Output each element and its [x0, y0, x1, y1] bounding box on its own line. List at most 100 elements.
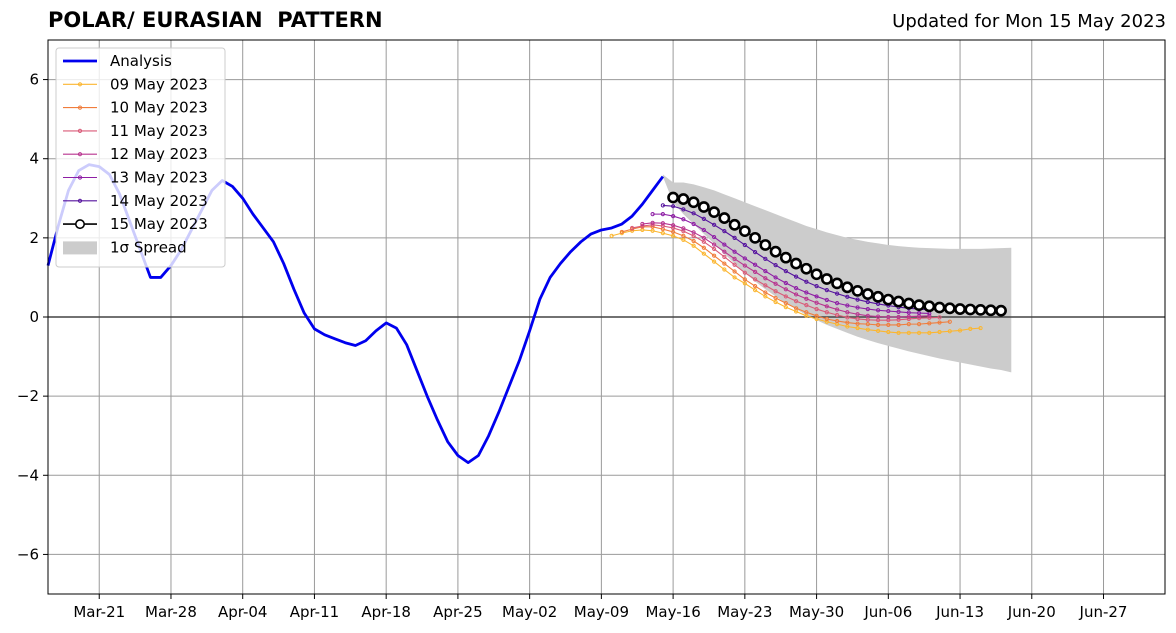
- forecast-marker: [752, 277, 758, 282]
- forecast-marker: [793, 306, 799, 311]
- forecast-marker: [752, 284, 758, 289]
- forecast-marker: [650, 212, 655, 217]
- forecast-marker: [834, 301, 840, 306]
- forecast-marker: [957, 328, 963, 333]
- forecast-marker: [773, 295, 778, 301]
- forecast-marker: [865, 299, 870, 305]
- forecast-marker: [927, 321, 932, 326]
- forecast-line: [632, 224, 940, 321]
- forecast-marker: [824, 304, 829, 309]
- forecast-marker: [943, 302, 956, 315]
- forecast-marker: [804, 296, 809, 301]
- forecast-marker: [892, 295, 905, 308]
- forecast-marker: [708, 206, 721, 219]
- forecast-marker: [718, 212, 731, 224]
- forecast-marker: [773, 281, 778, 286]
- forecast-marker: [732, 235, 737, 240]
- forecast-marker: [927, 313, 932, 318]
- forecast-marker: [916, 330, 922, 335]
- legend-label: 10 May 2023: [110, 99, 208, 117]
- forecast-marker: [691, 221, 696, 227]
- forecast-marker: [783, 301, 788, 306]
- forecast-marker: [701, 216, 706, 221]
- forecast-marker: [995, 304, 1007, 317]
- forecast-marker: [906, 316, 911, 322]
- x-tick-label: Apr-25: [433, 603, 483, 621]
- x-tick-label: Mar-21: [73, 603, 125, 621]
- forecast-marker: [804, 303, 809, 308]
- series-layer: [46, 163, 1007, 465]
- chart-title: POLAR/ EURASIAN PATTERN: [48, 8, 383, 32]
- forecast-marker: [906, 322, 911, 327]
- legend-marker: [77, 198, 83, 203]
- forecast-marker: [722, 242, 727, 247]
- forecast-marker: [855, 321, 860, 326]
- forecast-marker: [712, 246, 717, 252]
- forecast-marker: [701, 235, 706, 240]
- forecast-marker: [896, 314, 901, 320]
- legend-label: Analysis: [110, 52, 172, 70]
- forecast-marker: [728, 218, 741, 231]
- forecast-marker: [947, 319, 952, 324]
- forecast-marker: [855, 305, 860, 310]
- forecast-marker: [722, 254, 727, 259]
- forecast-marker: [752, 262, 758, 267]
- forecast-marker: [845, 303, 850, 308]
- x-tick-label: Jun-06: [863, 603, 912, 621]
- forecast-marker: [793, 292, 799, 297]
- forecast-marker: [742, 256, 747, 261]
- forecast-marker: [814, 300, 819, 305]
- forecast-marker: [845, 324, 850, 329]
- forecast-marker: [691, 211, 696, 216]
- forecast-marker: [640, 221, 645, 227]
- forecast-marker: [814, 306, 819, 312]
- forecast-marker: [800, 262, 813, 275]
- forecast-marker: [732, 256, 737, 261]
- forecast-marker: [947, 329, 952, 334]
- x-tick-label: Jun-20: [1007, 603, 1056, 621]
- forecast-marker: [697, 201, 710, 213]
- legend-marker: [77, 105, 83, 110]
- x-tick-label: Mar-28: [145, 603, 197, 621]
- forecast-marker: [742, 270, 747, 275]
- forecast-marker: [742, 281, 747, 286]
- forecast-marker: [916, 310, 922, 316]
- forecast-marker: [845, 315, 850, 320]
- forecast-marker: [902, 297, 915, 310]
- forecast-marker: [865, 306, 870, 312]
- y-tick-label: −6: [17, 545, 39, 563]
- forecast-marker: [872, 290, 884, 303]
- forecast-marker: [732, 269, 737, 274]
- forecast-marker: [691, 243, 696, 248]
- forecast-marker: [865, 317, 870, 322]
- forecast-marker: [779, 251, 792, 264]
- forecast-marker: [691, 238, 696, 244]
- forecast-marker: [886, 329, 891, 335]
- forecast-marker: [834, 307, 840, 312]
- forecast-marker: [855, 316, 860, 322]
- y-tick-label: 0: [29, 308, 39, 326]
- forecast-marker: [865, 327, 870, 332]
- forecast-marker: [763, 276, 768, 281]
- spread-band: [662, 174, 1012, 373]
- forecast-marker: [681, 233, 686, 238]
- forecast-marker: [722, 249, 727, 254]
- forecast-marker: [722, 261, 727, 266]
- forecast-marker: [671, 213, 676, 219]
- forecast-line: [611, 229, 981, 334]
- forecast-marker: [814, 313, 819, 318]
- axis-ticks: −6 −4 −2 0 2 4 6 Mar-21 Mar-28 Apr-04 Apr-11 Apr-18…: [17, 71, 1128, 621]
- legend-marker: [77, 175, 83, 180]
- forecast-marker: [677, 193, 690, 205]
- forecast-marker: [793, 286, 799, 291]
- forecast-marker: [861, 288, 874, 300]
- forecast-marker: [855, 312, 860, 317]
- forecast-marker: [974, 303, 987, 316]
- forecast-marker: [831, 277, 843, 290]
- forecast-marker: [667, 191, 680, 204]
- forecast-marker: [964, 303, 977, 316]
- forecast-marker: [671, 204, 676, 209]
- forecast-marker: [845, 320, 850, 325]
- legend-label: 09 May 2023: [110, 75, 208, 93]
